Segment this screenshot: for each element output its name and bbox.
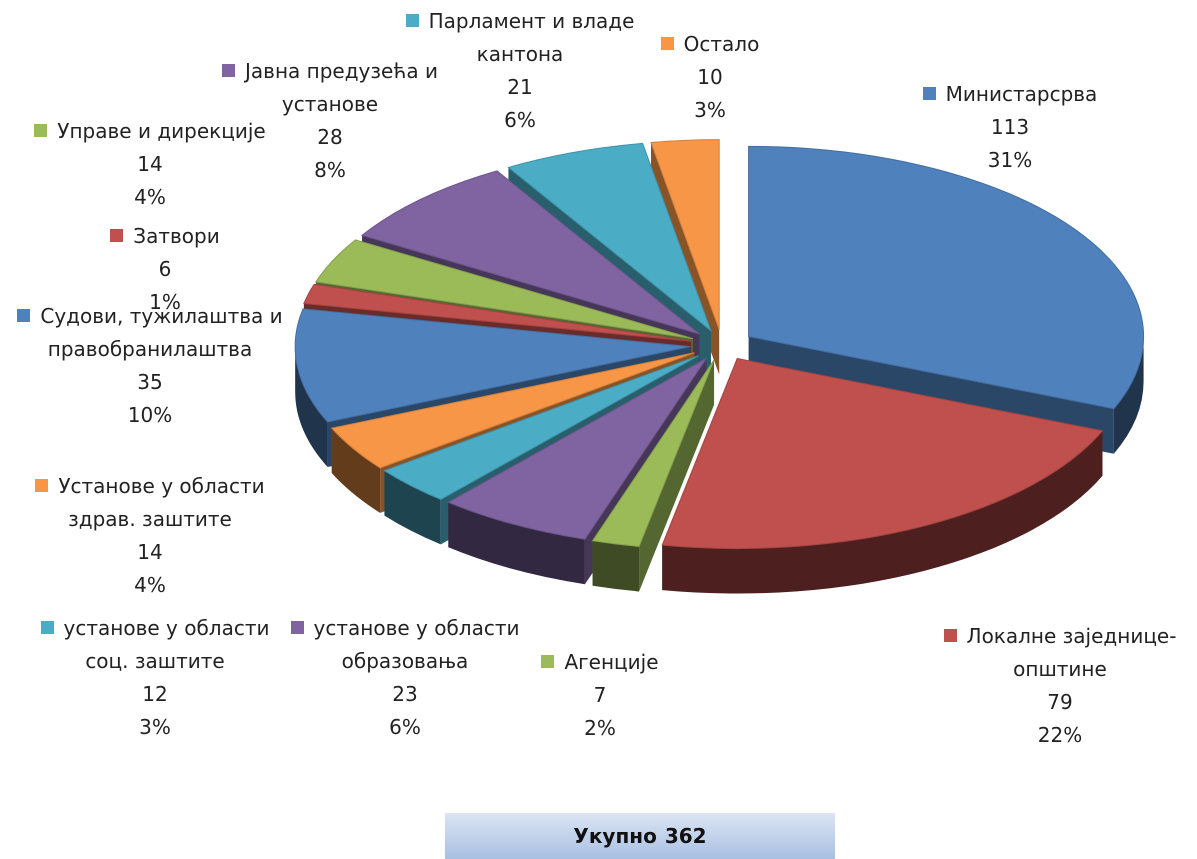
- legend-marker: [40, 621, 54, 634]
- percent-label: 6%: [389, 715, 421, 739]
- slice: [330, 352, 695, 469]
- data-label: Установе у области здрав. заштите 14 4%: [15, 470, 285, 602]
- value-label: 23: [392, 682, 418, 706]
- category-name: Затвори: [133, 224, 220, 248]
- category-name: Јавна предузећа и установе: [245, 59, 438, 116]
- percent-label: 4%: [134, 573, 166, 597]
- slice: [748, 145, 1145, 410]
- data-label: Агенције 7 2%: [520, 646, 680, 745]
- legend-entry: Судови, тужилаштва и правобранилаштва: [15, 300, 285, 366]
- legend-entry: Затвори: [90, 220, 240, 253]
- data-label: Министарсрва 113 31%: [900, 78, 1120, 177]
- legend-entry: Министарсрва: [900, 78, 1120, 111]
- slice: [294, 308, 691, 423]
- percent-label: 6%: [504, 108, 536, 132]
- slice-side: [331, 428, 381, 513]
- slice: [303, 283, 692, 342]
- slice: [650, 139, 720, 330]
- slice: [661, 357, 1104, 550]
- total-value: 362: [664, 824, 707, 848]
- slice-group: [591, 359, 715, 592]
- data-label: Парламент и владе кантона 21 6%: [400, 5, 640, 137]
- percent-label: 31%: [987, 148, 1033, 172]
- value-label: 35: [137, 370, 163, 394]
- slice-side: [448, 502, 585, 585]
- legend-entry: Агенције: [520, 646, 680, 679]
- slice-side: [592, 540, 640, 592]
- legend-entry: Установе у области здрав. заштите: [15, 470, 285, 536]
- slice-side: [1113, 336, 1144, 454]
- legend-entry: установе у области соц. заштите: [25, 612, 285, 678]
- data-label: Управе и дирекције 14 4%: [20, 115, 280, 214]
- category-name: установе у области соц. заштите: [63, 616, 270, 673]
- value-label: 28: [317, 125, 343, 149]
- value-label: 14: [137, 152, 163, 176]
- legend-marker: [943, 629, 957, 642]
- legend-entry: Локалне заједнице-општине: [930, 620, 1190, 686]
- percent-label: 22%: [1037, 723, 1083, 747]
- legend-marker: [660, 37, 674, 50]
- slice: [383, 355, 699, 500]
- category-name: Установе у области здрав. заштите: [58, 474, 265, 531]
- legend-marker: [222, 64, 236, 77]
- legend-entry: Парламент и владе кантона: [400, 5, 640, 71]
- value-label: 10: [697, 65, 723, 89]
- percent-label: 3%: [139, 715, 171, 739]
- legend-marker: [290, 621, 304, 634]
- value-label: 79: [1047, 690, 1073, 714]
- legend-entry: Управе и дирекције: [20, 115, 280, 148]
- legend-marker: [34, 124, 48, 137]
- category-name: установе у области образовања: [313, 616, 520, 673]
- legend-entry: Јавна предузећа и установе: [185, 55, 475, 121]
- legend-entry: установе у области образовања: [290, 612, 520, 678]
- category-name: Остало: [683, 32, 760, 56]
- data-label: Остало 10 3%: [640, 28, 780, 127]
- slice: [315, 239, 693, 340]
- slice: [447, 357, 707, 540]
- value-label: 113: [990, 115, 1030, 139]
- data-label: установе у области образовања 23 6%: [290, 612, 520, 744]
- legend-marker: [541, 655, 555, 668]
- legend-entry: Остало: [640, 28, 780, 61]
- data-label: Јавна предузећа и установе 28 8%: [185, 55, 475, 187]
- percent-label: 3%: [694, 98, 726, 122]
- slice-side: [295, 346, 328, 467]
- data-label: Локалне заједнице-општине 79 22%: [930, 620, 1190, 752]
- total-box: Укупно 362: [445, 813, 835, 859]
- value-label: 7: [593, 683, 607, 707]
- legend-marker: [405, 14, 419, 27]
- value-label: 14: [137, 540, 163, 564]
- percent-label: 4%: [134, 185, 166, 209]
- category-name: Управе и дирекције: [57, 119, 266, 143]
- percent-label: 10%: [127, 403, 173, 427]
- category-name: Локалне заједнице-општине: [966, 624, 1177, 681]
- slice-group: [661, 357, 1104, 594]
- total-label: Укупно: [573, 824, 657, 848]
- percent-label: 8%: [314, 158, 346, 182]
- value-label: 12: [142, 682, 168, 706]
- category-name: Парламент и владе кантона: [428, 9, 635, 66]
- legend-marker: [17, 309, 31, 322]
- category-name: Агенције: [564, 650, 659, 674]
- value-label: 6: [158, 257, 172, 281]
- value-label: 21: [507, 75, 533, 99]
- legend-marker: [922, 87, 936, 100]
- percent-label: 2%: [584, 716, 616, 740]
- legend-marker: [110, 229, 124, 242]
- slice-side: [384, 470, 441, 545]
- slice: [507, 142, 712, 333]
- slice: [360, 170, 700, 335]
- category-name: Судови, тужилаштва и правобранилаштва: [40, 304, 283, 361]
- slice-side: [662, 430, 1103, 594]
- data-label: Затвори 6 1%: [90, 220, 240, 319]
- data-label: установе у области соц. заштите 12 3%: [25, 612, 285, 744]
- data-label: Судови, тужилаштва и правобранилаштва 35 1…: [15, 300, 285, 432]
- category-name: Министарсрва: [945, 82, 1098, 106]
- slice: [591, 359, 715, 547]
- percent-label: 1%: [149, 290, 181, 314]
- legend-marker: [35, 479, 49, 492]
